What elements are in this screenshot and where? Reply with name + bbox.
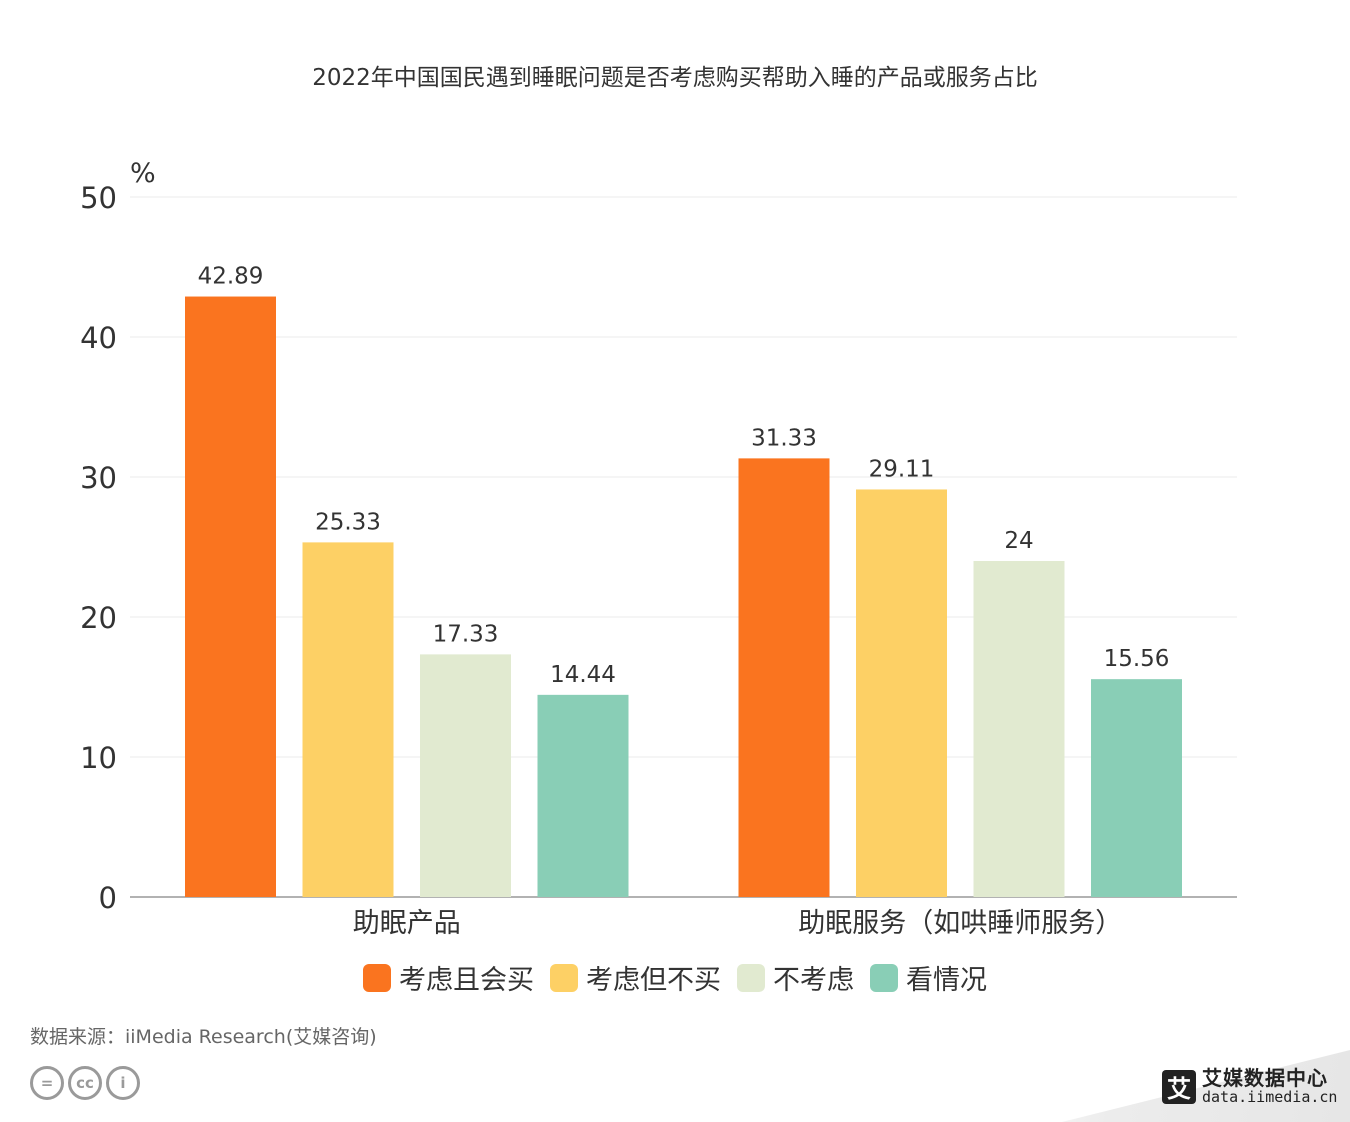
bar [738, 458, 830, 897]
data-labels: 42.89 25.33 17.33 14.44 31.33 29.11 24 15.56 [198, 264, 1170, 688]
x-axis-categories: 助眠产品 助眠服务（如哄睡师服务） [353, 908, 1123, 939]
y-tick-label: 40 [80, 321, 117, 355]
legend-label: 不考虑 [773, 965, 854, 996]
source-note: 数据来源：iiMedia Research(艾媒咨询) [30, 1026, 377, 1048]
data-label: 42.89 [198, 264, 264, 290]
legend-item: 看情况 [870, 958, 987, 997]
data-label: 31.33 [751, 425, 817, 451]
brand-logo-icon: 艾 [1162, 1069, 1196, 1104]
bar-chart: 0 10 20 30 40 50 % 42.89 25.33 17.33 14.44 31.33 2… [80, 158, 1237, 939]
x-tick-label: 助眠产品 [353, 908, 461, 939]
bar [1091, 679, 1182, 897]
bars [185, 296, 1182, 897]
bar [185, 296, 276, 897]
legend-item: 不考虑 [737, 958, 854, 997]
legend-swatch [550, 963, 578, 992]
y-tick-label: 30 [80, 461, 117, 495]
person-icon: i [106, 1066, 140, 1100]
legend-item: 考虑且会买 [363, 958, 534, 997]
y-axis-ticks: 0 10 20 30 40 50 [80, 181, 117, 915]
legend-item: 考虑但不买 [550, 958, 721, 997]
legend-swatch [363, 963, 391, 992]
data-label: 14.44 [550, 662, 616, 688]
y-tick-label: 10 [80, 741, 117, 775]
legend-swatch [737, 963, 765, 992]
legend-swatch [870, 963, 898, 992]
data-label: 24 [1004, 528, 1033, 554]
brand-url: data.iimedia.cn [1202, 1088, 1338, 1106]
y-tick-label: 0 [99, 881, 117, 915]
legend: 考虑且会买 考虑但不买 不考虑 看情况 [0, 958, 1350, 997]
data-label: 29.11 [869, 456, 935, 482]
legend-label: 考虑且会买 [399, 965, 534, 996]
license-icons: = cc i [30, 1066, 140, 1100]
brand-name: 艾媒数据中心 [1202, 1066, 1328, 1090]
brand-watermark: 艾 艾媒数据中心 data.iimedia.cn [1162, 1068, 1337, 1105]
bar [537, 694, 629, 897]
data-label: 15.56 [1104, 646, 1170, 672]
data-label: 17.33 [433, 621, 499, 647]
gridlines [130, 196, 1237, 898]
legend-label: 考虑但不买 [586, 965, 721, 996]
chart-title: 2022年中国国民遇到睡眠问题是否考虑购买帮助入睡的产品或服务占比 [312, 65, 1038, 91]
bar [973, 561, 1065, 897]
equals-icon: = [30, 1066, 64, 1100]
y-tick-label: 50 [80, 181, 117, 215]
cc-icon: cc [68, 1066, 102, 1100]
bar [420, 654, 511, 897]
bar [302, 542, 394, 897]
data-label: 25.33 [315, 509, 381, 535]
y-axis-unit: % [130, 158, 156, 189]
legend-label: 看情况 [906, 965, 987, 996]
y-tick-label: 20 [80, 601, 117, 635]
x-tick-label: 助眠服务（如哄睡师服务） [798, 908, 1122, 939]
bar [856, 489, 947, 897]
